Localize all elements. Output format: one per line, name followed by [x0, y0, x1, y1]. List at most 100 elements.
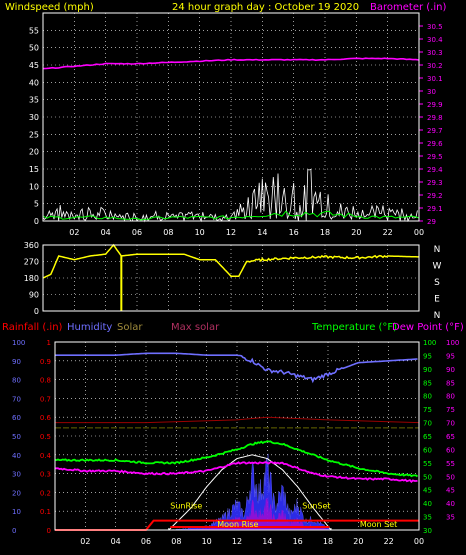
humidity-y-tick-label: 80 — [12, 377, 21, 385]
baro-y-tick-label: 29.5 — [427, 153, 443, 161]
wind-baro-chart: 0 5 10 15 20 25 30 35 40 45 50 55 29 29.1 29.2 29.3 29.4… — [29, 12, 443, 237]
wind-x-tick-label: 22 — [383, 228, 393, 237]
thr-x-tick-label: 10 — [202, 537, 212, 546]
compass-label: N — [434, 311, 441, 321]
solar-title: Solar — [117, 322, 143, 333]
compass-label: N — [434, 245, 441, 255]
wind-average-line — [42, 210, 420, 221]
barometer-line — [42, 57, 420, 70]
wind-axis-title: Windspeed (mph) — [5, 2, 94, 13]
baro-y-tick-label: 29.9 — [427, 101, 443, 109]
baro-axis-title: Barometer (.in) — [370, 2, 446, 13]
humidity-y-tick-label: 50 — [12, 433, 21, 441]
sunset-label: SunSet — [302, 501, 330, 510]
temperature-y-tick-label: 35 — [423, 514, 432, 522]
wind-direction-line — [42, 243, 419, 279]
thr-x-tick-label: 08 — [171, 537, 181, 546]
dewpoint-y-tick-label: 45 — [446, 487, 455, 495]
temperature-y-tick-label: 45 — [423, 487, 432, 495]
solar-area-glow — [168, 495, 331, 530]
wind-frame — [42, 12, 420, 222]
rain-y-tick-label: 0 — [47, 527, 51, 535]
wind-y-tick-label: 10 — [29, 182, 39, 191]
baro-y-tick-label: 29.1 — [427, 205, 443, 213]
temperature-y-tick-label: 85 — [423, 379, 432, 387]
dewpoint-y-tick-label: 100 — [446, 339, 459, 347]
thr-x-tick-label: 14 — [262, 537, 272, 546]
humidity-axis-title: Humidity — [67, 322, 112, 333]
wind-x-tick-label: 06 — [132, 228, 142, 237]
wind-x-tick-label: 00 — [414, 228, 424, 237]
temperature-y-tick-label: 90 — [423, 366, 432, 374]
rain-y-tick-label: 0.3 — [40, 471, 51, 479]
rain-y-tick-label: 1 — [47, 339, 51, 347]
wind-y-tick-label: 45 — [29, 61, 39, 70]
thr-x-tick-label: 18 — [323, 537, 333, 546]
temperature-y-tick-label: 80 — [423, 393, 432, 401]
thr-x-tick-label: 00 — [414, 537, 424, 546]
thr-x-tick-label: 04 — [111, 537, 121, 546]
wind-x-tick-label: 08 — [163, 228, 173, 237]
baro-y-tick-label: 30.5 — [427, 23, 443, 31]
dewpoint-line — [54, 461, 418, 484]
direction-y-tick-label: 90 — [29, 291, 39, 300]
baro-y-tick-label: 30.1 — [427, 75, 443, 83]
rain-y-tick-label: 0.1 — [40, 508, 51, 516]
temperature-y-tick-label: 40 — [423, 500, 432, 508]
wind-y-tick-label: 20 — [29, 148, 39, 157]
wind-x-tick-label: 02 — [69, 228, 79, 237]
dewpoint-y-tick-label: 80 — [446, 393, 455, 401]
baro-y-tick-label: 30.3 — [427, 49, 443, 57]
humidity-y-tick-label: 100 — [12, 339, 25, 347]
wind-y-tick-label: 30 — [29, 113, 39, 122]
temp-humidity-chart: 010203040506070809010000.10.20.30.40.50.… — [12, 339, 459, 546]
rain-y-tick-label: 0.6 — [40, 414, 52, 422]
sunrise-label: SunRise — [170, 501, 202, 510]
max-solar-line — [168, 454, 332, 531]
direction-y-tick-label: 180 — [24, 274, 39, 283]
compass-label: S — [434, 278, 440, 288]
compass-label: W — [433, 262, 442, 272]
rainfall-line — [55, 519, 419, 531]
dewpoint-y-tick-label: 75 — [446, 406, 455, 414]
thr-x-tick-label: 20 — [353, 537, 363, 546]
wind-gust-line — [42, 168, 418, 223]
direction-y-tick-label: 270 — [24, 258, 39, 267]
wind-y-tick-label: 0 — [34, 217, 39, 226]
rain-axis-title: Rainfall (.in) — [2, 322, 63, 333]
temperature-axis-title: Temperature (°F) — [311, 322, 397, 333]
baro-y-tick-label: 29.7 — [427, 127, 443, 135]
wind-x-tick-label: 20 — [351, 228, 361, 237]
humidity-y-tick-label: 70 — [12, 395, 21, 403]
wind-x-tick-label: 18 — [320, 228, 330, 237]
dewpoint-y-tick-label: 40 — [446, 500, 455, 508]
temperature-y-tick-label: 30 — [423, 527, 432, 535]
baro-y-tick-label: 29.3 — [427, 179, 443, 187]
baro-y-tick-label: 29.8 — [427, 114, 443, 122]
baro-y-tick-label: 30 — [427, 88, 436, 96]
thr-x-tick-label: 12 — [232, 537, 242, 546]
wind-x-tick-label: 12 — [226, 228, 236, 237]
dewpoint-y-tick-label: 85 — [446, 379, 455, 387]
moonrise-label: Moon Rise — [217, 520, 258, 529]
rain-y-tick-label: 0.9 — [40, 358, 51, 366]
humidity-line — [55, 352, 418, 384]
humidity-y-tick-label: 40 — [12, 452, 21, 460]
temperature-y-tick-label: 75 — [423, 406, 432, 414]
rain-y-tick-label: 0.7 — [40, 395, 51, 403]
rain-y-tick-label: 0.4 — [40, 452, 52, 460]
reference-line-red — [55, 416, 420, 424]
chart-title: 24 hour graph day : October 19 2020 — [172, 2, 359, 13]
wind-y-tick-label: 35 — [29, 96, 39, 105]
baro-y-tick-label: 29.4 — [427, 166, 443, 174]
rain-y-tick-label: 0.5 — [40, 433, 51, 441]
direction-y-tick-label: 0 — [34, 307, 39, 316]
dewpoint-y-tick-label: 50 — [446, 473, 455, 481]
temperature-y-tick-label: 100 — [423, 339, 436, 347]
dewpoint-y-tick-label: 60 — [446, 446, 455, 454]
dewpoint-y-tick-label: 95 — [446, 352, 455, 360]
compass-label: E — [434, 295, 440, 305]
humidity-y-tick-label: 90 — [12, 358, 21, 366]
